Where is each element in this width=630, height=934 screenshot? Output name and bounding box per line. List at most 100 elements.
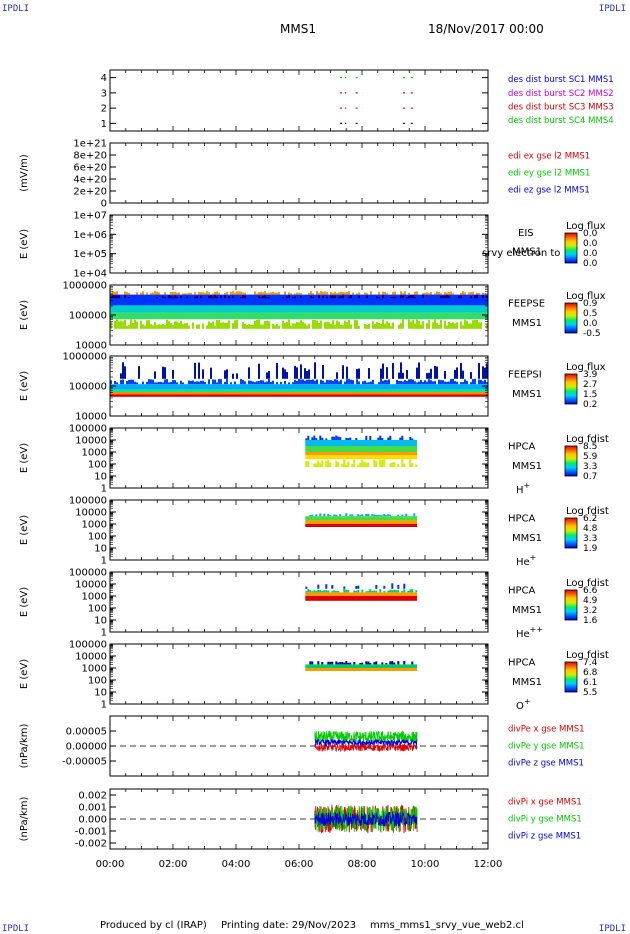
y-tick-label: 0.002	[78, 791, 107, 802]
spectrogram-speckle	[305, 438, 308, 440]
y-axis-label: E (eV)	[19, 443, 30, 473]
spectrogram-speckle	[430, 368, 432, 379]
spectrogram-speckle	[402, 295, 404, 299]
spectrogram-speckle	[264, 295, 266, 299]
spectrogram-speckle	[355, 437, 358, 440]
spectrogram-speckle	[256, 293, 258, 295]
panel-content	[110, 804, 488, 834]
spectrogram-speckle	[345, 513, 348, 517]
spectrogram-speckle	[198, 324, 200, 329]
spectrogram-speckle	[436, 291, 438, 295]
colorbar-tick-label: 8.5	[583, 442, 597, 452]
spectrogram-speckle	[383, 585, 386, 589]
spectrogram-speckle	[156, 325, 158, 329]
colorbar	[564, 302, 578, 334]
spectrogram-speckle	[428, 379, 430, 385]
spectrogram-speckle	[140, 292, 142, 295]
y-axis-label: E (eV)	[19, 371, 30, 401]
spectrogram-speckle	[365, 462, 368, 467]
panel-divpe: -0.00005 0.00000 0.00005 (nPa/km) divPe x gs…	[19, 715, 585, 777]
spectrogram-speckle	[158, 292, 160, 295]
spectrogram-speckle	[308, 292, 310, 295]
spectrogram-speckle	[368, 323, 370, 329]
spectrogram-speckle	[366, 382, 368, 385]
spectrogram-speckle	[196, 324, 198, 329]
spectrogram-band	[305, 520, 418, 524]
spectrogram-speckle	[148, 320, 150, 329]
spectrogram-speckle	[244, 292, 246, 295]
spectrogram-speckle	[132, 379, 134, 385]
legend-entry: des dist burst SC4 MMS4	[508, 116, 614, 126]
spectrogram-speckle	[162, 382, 164, 385]
spectrogram-speckle	[409, 459, 412, 467]
spectrogram-speckle	[382, 291, 384, 295]
spectrogram-speckle	[186, 323, 188, 329]
spectrogram-speckle	[178, 322, 180, 329]
corner-label-top-left: IPDLI	[2, 4, 30, 14]
spectrogram-speckle	[338, 321, 340, 329]
spectrogram-speckle	[214, 294, 216, 299]
spectrogram-speckle	[294, 365, 296, 379]
spectrogram-band	[110, 312, 488, 320]
panel-burst: 1 2 3 4 des dist burst SC1 MMS1 des dist burs…	[101, 69, 614, 132]
spectrogram-speckle	[375, 590, 378, 593]
spectrogram-speckle	[386, 380, 388, 385]
spectrogram-speckle	[316, 379, 318, 385]
spectrogram-speckle	[311, 591, 314, 593]
spectrogram-speckle	[448, 322, 450, 329]
spectrogram-speckle	[204, 292, 206, 295]
legend-entry: divPe y gse MMS1	[508, 742, 585, 752]
species-charge: +	[524, 697, 531, 706]
spectrogram-speckle	[114, 321, 116, 329]
spectrogram-speckle	[202, 292, 204, 295]
spectrogram-band	[110, 394, 488, 397]
spectrogram-speckle	[196, 295, 198, 299]
spectrogram-speckle	[340, 291, 342, 295]
spectrogram-speckle	[200, 380, 202, 385]
spectrogram-speckle	[393, 662, 396, 665]
spectrogram-speckle	[328, 322, 330, 329]
spectrogram-speckle	[330, 380, 332, 385]
spectrogram-speckle	[442, 295, 444, 299]
spectrogram-speckle	[298, 378, 300, 385]
spectrogram-speckle	[172, 380, 174, 385]
spectrogram-speckle	[397, 514, 400, 517]
spectrogram-speckle	[361, 662, 364, 665]
spectrogram-speckle	[409, 437, 412, 440]
spectrogram-band	[305, 516, 418, 521]
spectrogram-speckle	[290, 293, 292, 295]
spectrogram-speckle	[331, 661, 334, 665]
instrument-label: MMS1	[512, 461, 542, 472]
spectrogram-speckle	[321, 591, 324, 593]
spectrogram-speckle	[381, 437, 384, 440]
series-line	[314, 743, 418, 753]
colorbar-tick-label: 0.9	[583, 299, 598, 309]
spectrogram-speckle	[290, 325, 292, 329]
spectrogram-speckle	[400, 291, 402, 295]
spectrogram-speckle	[218, 320, 220, 329]
spectrogram-speckle	[440, 319, 442, 329]
legend-entry: divPi y gse MMS1	[508, 815, 582, 825]
spectrogram-speckle	[478, 379, 480, 385]
spectrogram-speckle	[216, 320, 218, 329]
spectrogram-speckle	[246, 325, 248, 329]
spectrogram-speckle	[401, 435, 404, 440]
spectrogram-speckle	[244, 295, 246, 299]
spectrogram-speckle	[342, 294, 344, 299]
spectrogram-speckle	[110, 321, 112, 329]
spectrogram-speckle	[474, 295, 476, 299]
spectrogram-speckle	[378, 322, 380, 329]
spectrogram-speckle	[260, 380, 262, 385]
spectrogram-speckle	[402, 372, 404, 379]
spectrogram-speckle	[422, 321, 424, 329]
spectrogram-speckle	[258, 363, 260, 379]
x-tick-label: 06:00	[285, 859, 314, 870]
spectrogram-speckle	[182, 324, 184, 329]
spectrogram-speckle	[254, 382, 256, 385]
spectrogram-speckle	[260, 324, 262, 329]
spectrogram-speckle	[176, 321, 178, 329]
colorbar-title: Log flux	[566, 221, 606, 232]
spectrogram-speckle	[416, 382, 418, 385]
y-tick-label: 1000000	[62, 281, 107, 292]
spectrogram-speckle	[486, 363, 488, 379]
